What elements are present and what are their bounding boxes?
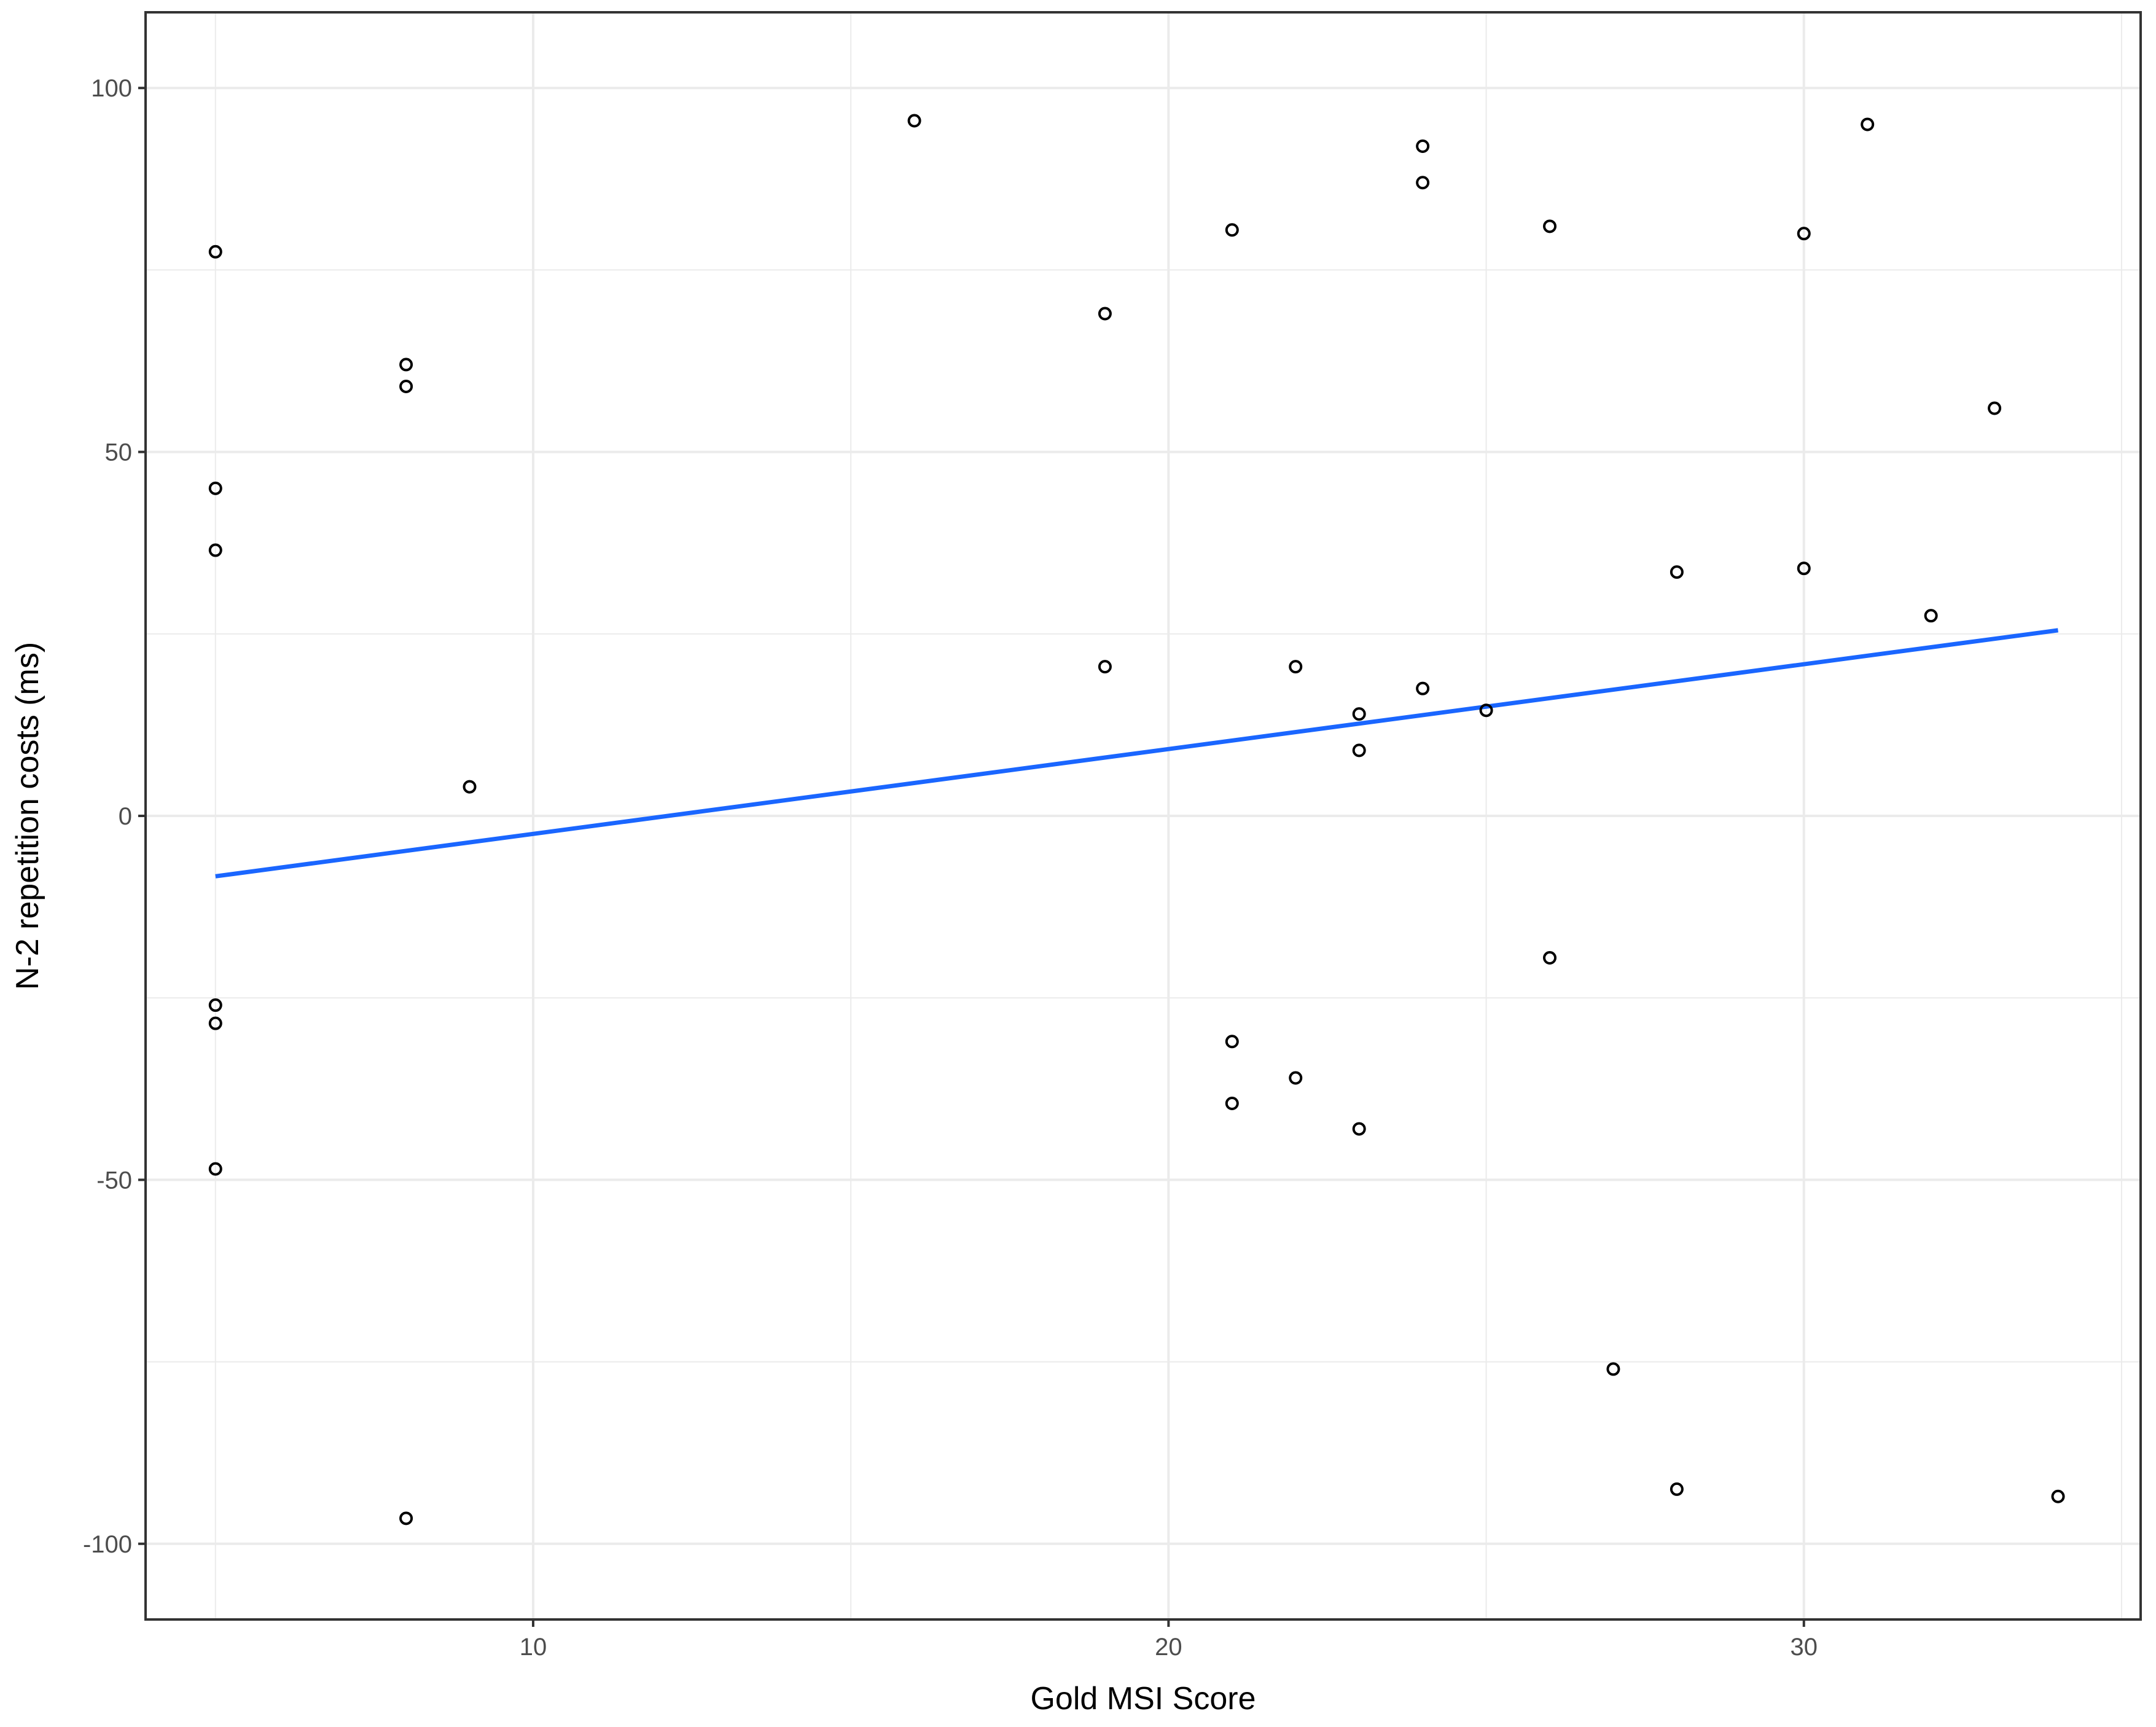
x-tick-label: 10 [520, 1634, 547, 1661]
data-point [208, 481, 222, 495]
data-point [1606, 1362, 1620, 1376]
data-point [1289, 660, 1303, 674]
data-point [907, 114, 921, 128]
y-axis-ticks: -100 -50 0 50 100 [83, 75, 146, 1558]
data-point [1416, 139, 1430, 153]
y-tick-label: 50 [105, 439, 133, 466]
x-tick-label: 30 [1791, 1634, 1818, 1661]
data-point [399, 358, 413, 372]
data-point [1924, 609, 1938, 623]
data-point [1289, 1071, 1303, 1085]
data-point [1861, 117, 1875, 131]
x-tick-label: 20 [1155, 1634, 1182, 1661]
data-point [399, 379, 413, 393]
data-point [1543, 219, 1557, 233]
x-axis-ticks: 10 20 30 [520, 1619, 1818, 1661]
data-point [208, 1016, 222, 1030]
y-axis-title: N-2 repetition costs (ms) [10, 642, 45, 990]
data-point [1098, 307, 1112, 321]
data-point [463, 780, 477, 794]
trend-layer [215, 628, 2058, 879]
data-point [1225, 1035, 1239, 1049]
data-point [1352, 707, 1366, 721]
y-tick-label: -100 [83, 1531, 132, 1558]
data-point [1225, 223, 1239, 237]
trend-line [215, 628, 2058, 879]
data-point [1098, 660, 1112, 674]
data-point [1416, 176, 1430, 190]
data-point [1479, 703, 1493, 718]
data-point [208, 998, 222, 1012]
y-tick-label: 100 [91, 75, 132, 102]
y-tick-label: -50 [96, 1167, 132, 1194]
data-point [1797, 562, 1811, 576]
y-tick-label: 0 [119, 803, 132, 830]
data-point [399, 1511, 413, 1525]
x-axis-title: Gold MSI Score [1030, 1681, 1256, 1717]
data-point [1352, 743, 1366, 758]
data-point [1988, 401, 2002, 415]
data-point [1670, 565, 1684, 579]
grid-major [146, 12, 2141, 1619]
data-point [208, 543, 222, 557]
grid-minor [146, 12, 2141, 1619]
data-point [208, 1162, 222, 1176]
data-point [1670, 1482, 1684, 1496]
data-point [1416, 681, 1430, 695]
data-point [2051, 1489, 2065, 1503]
data-point [1543, 951, 1557, 965]
data-point [208, 245, 222, 259]
data-point [1352, 1122, 1366, 1136]
points-layer [208, 114, 2065, 1525]
data-point [1225, 1096, 1239, 1110]
data-point [1797, 227, 1811, 241]
